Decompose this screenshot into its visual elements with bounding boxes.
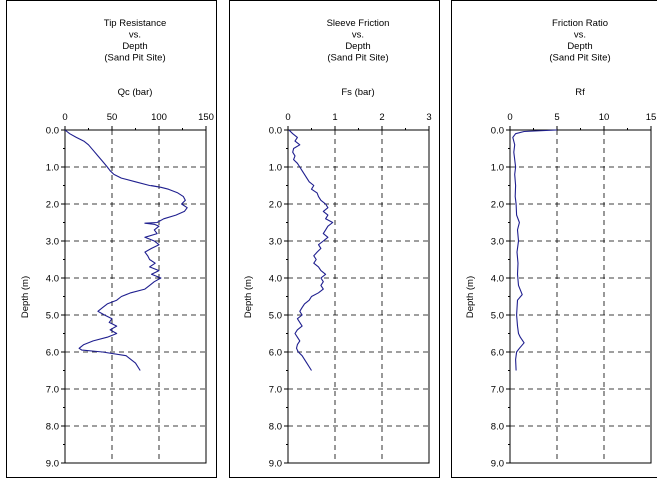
x-tick-label: 3 — [426, 112, 431, 123]
y-tick-label: 5.0 — [491, 311, 504, 322]
x-tick-label: 50 — [107, 112, 118, 123]
x-tick-label: 5 — [554, 112, 559, 123]
chart-frame — [6, 0, 217, 478]
chart-title-line: vs. — [129, 30, 141, 41]
y-tick-label: 9.0 — [46, 459, 59, 470]
x-tick-label: 1 — [332, 112, 337, 123]
y-tick-label: 7.0 — [491, 385, 504, 396]
y-tick-label: 5.0 — [46, 311, 59, 322]
y-tick-label: 8.0 — [46, 422, 59, 433]
y-tick-label: 4.0 — [269, 274, 282, 285]
y-tick-label: 2.0 — [491, 200, 504, 211]
sleeve-friction-panel: Sleeve Friction vs. Depth (Sand Pit Site) Fs… — [229, 0, 440, 478]
tip-resistance-panel: Tip Resistance vs. Depth (Sand Pit Site) Qc … — [6, 0, 217, 478]
y-tick-label: 4.0 — [491, 274, 504, 285]
chart-title-line: (Sand Pit Site) — [549, 53, 610, 64]
chart-title-line: Depth — [122, 41, 147, 52]
chart-title-line: Sleeve Friction — [327, 18, 390, 29]
x-tick-label: 15 — [646, 112, 657, 123]
x-tick-label: 0 — [62, 112, 67, 123]
x-tick-label: 150 — [198, 112, 214, 123]
y-tick-label: 8.0 — [269, 422, 282, 433]
y-axis-label: Depth (m) — [20, 276, 31, 318]
y-tick-label: 2.0 — [269, 200, 282, 211]
y-tick-label: 7.0 — [46, 385, 59, 396]
x-tick-label: 10 — [599, 112, 610, 123]
y-tick-label: 2.0 — [46, 200, 59, 211]
y-tick-label: 1.0 — [491, 163, 504, 174]
chart-frame — [229, 0, 440, 478]
y-tick-label: 9.0 — [269, 459, 282, 470]
y-tick-label: 0.0 — [269, 126, 282, 137]
x-axis-label: Rf — [575, 87, 585, 98]
chart-frame — [451, 0, 657, 478]
y-tick-label: 9.0 — [491, 459, 504, 470]
y-tick-label: 0.0 — [491, 126, 504, 137]
y-axis-label: Depth (m) — [465, 276, 476, 318]
x-tick-label: 0 — [507, 112, 512, 123]
y-tick-label: 6.0 — [46, 348, 59, 359]
chart-title-line: Tip Resistance — [104, 18, 166, 29]
chart-title-line: Depth — [345, 41, 370, 52]
y-tick-label: 4.0 — [46, 274, 59, 285]
y-tick-label: 3.0 — [46, 237, 59, 248]
x-tick-label: 100 — [151, 112, 167, 123]
x-tick-label: 0 — [285, 112, 290, 123]
y-tick-label: 6.0 — [491, 348, 504, 359]
y-tick-label: 3.0 — [269, 237, 282, 248]
y-tick-label: 1.0 — [269, 163, 282, 174]
y-tick-label: 1.0 — [46, 163, 59, 174]
y-tick-label: 3.0 — [491, 237, 504, 248]
series-line — [288, 129, 334, 371]
x-tick-label: 2 — [379, 112, 384, 123]
chart-title-line: (Sand Pit Site) — [104, 53, 165, 64]
y-tick-label: 7.0 — [269, 385, 282, 396]
friction-ratio-panel: Friction Ratio vs. Depth (Sand Pit Site) Rf D… — [451, 0, 657, 478]
chart-title-line: vs. — [352, 30, 364, 41]
y-tick-label: 8.0 — [491, 422, 504, 433]
x-axis-label: Qc (bar) — [118, 87, 153, 98]
x-axis-label: Fs (bar) — [341, 87, 374, 98]
chart-title-line: vs. — [574, 30, 586, 41]
chart-title-line: Depth — [567, 41, 592, 52]
series-line — [512, 129, 558, 371]
y-axis-label: Depth (m) — [243, 276, 254, 318]
series-line — [64, 129, 188, 371]
y-tick-label: 0.0 — [46, 126, 59, 137]
y-tick-label: 6.0 — [269, 348, 282, 359]
chart-title-line: Friction Ratio — [552, 18, 608, 29]
y-tick-label: 5.0 — [269, 311, 282, 322]
chart-title-line: (Sand Pit Site) — [327, 53, 388, 64]
